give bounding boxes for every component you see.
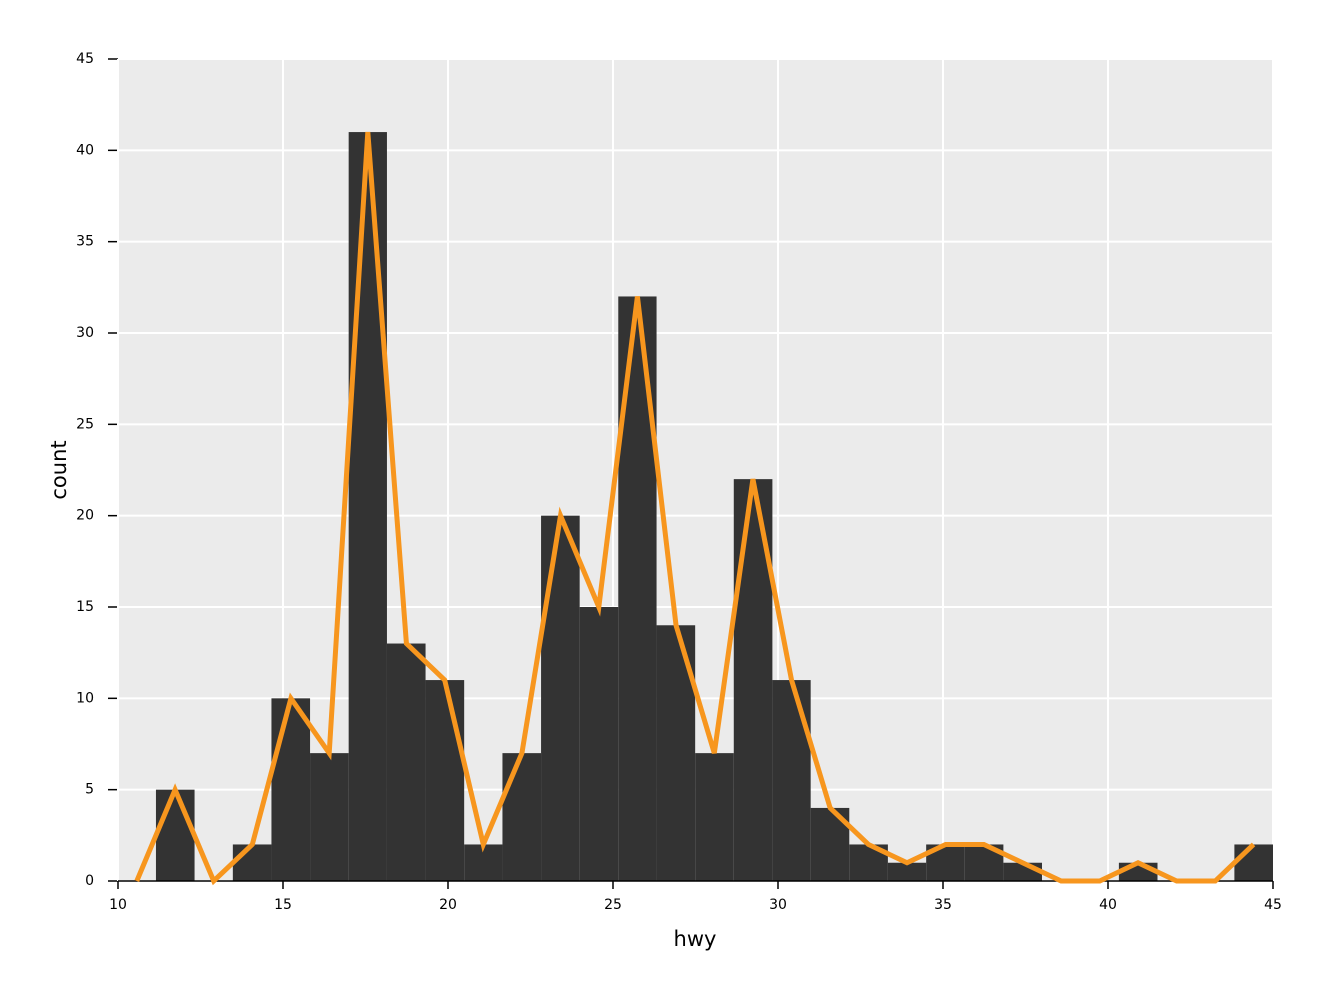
bar xyxy=(541,515,580,881)
x-tick-label: 30 xyxy=(769,897,787,913)
bar xyxy=(310,753,349,881)
bar xyxy=(232,844,272,881)
y-tick-label: 35 xyxy=(76,234,94,250)
y-tick-label: 10 xyxy=(76,690,94,706)
y-tick-label: 0 xyxy=(85,873,94,889)
x-tick-label: 40 xyxy=(1099,897,1117,913)
bar xyxy=(386,643,426,881)
y-tick-label: 45 xyxy=(76,51,94,67)
panel xyxy=(118,59,1273,881)
y-tick-label: 5 xyxy=(85,782,94,798)
y-tick-label: 30 xyxy=(76,325,94,341)
x-tick-label: 35 xyxy=(934,897,952,913)
frequency-line xyxy=(134,131,1256,886)
bar xyxy=(772,680,811,881)
y-axis-title: count xyxy=(47,440,71,499)
bar xyxy=(425,680,465,881)
bar xyxy=(579,607,619,881)
x-axis-title: hwy xyxy=(674,927,717,951)
x-tick-label: 25 xyxy=(604,897,622,913)
y-tick-label: 15 xyxy=(76,599,94,615)
bar xyxy=(695,753,734,881)
x-tick-label: 15 xyxy=(274,897,292,913)
bar xyxy=(887,862,927,881)
bar xyxy=(1234,844,1273,881)
x-tick-label: 45 xyxy=(1264,897,1282,913)
x-tick-label: 10 xyxy=(109,897,127,913)
bar xyxy=(502,753,542,881)
y-tick-label: 40 xyxy=(76,142,94,158)
y-tick-label: 20 xyxy=(76,508,94,524)
bar xyxy=(348,132,387,882)
bar xyxy=(271,698,311,881)
bar xyxy=(155,789,195,881)
y-tick-label: 25 xyxy=(76,416,94,432)
x-tick-label: 20 xyxy=(439,897,457,913)
